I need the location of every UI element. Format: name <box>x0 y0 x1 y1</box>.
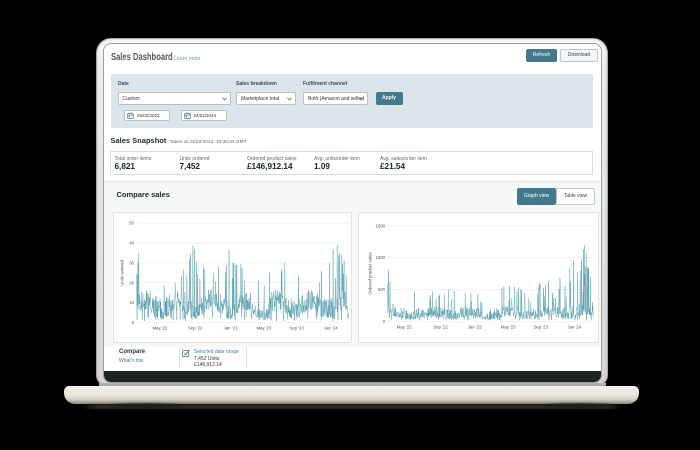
svg-text:Jan '23: Jan '23 <box>224 325 238 330</box>
svg-text:Sep '22: Sep '22 <box>188 325 203 330</box>
svg-text:50: 50 <box>129 220 134 225</box>
svg-text:0: 0 <box>132 320 135 325</box>
svg-text:Sep '23: Sep '23 <box>289 325 304 330</box>
svg-text:20: 20 <box>129 280 134 285</box>
svg-text:May '23: May '23 <box>256 325 272 330</box>
svg-text:May '22: May '22 <box>396 324 412 329</box>
svg-text:40: 40 <box>129 240 134 245</box>
svg-text:Sep '22: Sep '22 <box>433 324 448 329</box>
svg-text:1500: 1500 <box>375 223 385 228</box>
svg-text:Sep '23: Sep '23 <box>533 324 548 329</box>
svg-text:0: 0 <box>382 319 385 324</box>
svg-text:May '22: May '22 <box>152 325 168 330</box>
svg-text:Ordered product sales: Ordered product sales <box>367 252 372 295</box>
svg-text:30: 30 <box>129 260 134 265</box>
svg-text:May '23: May '23 <box>500 324 516 329</box>
svg-text:Jan '24: Jan '24 <box>324 325 338 330</box>
svg-text:Jan '24: Jan '24 <box>567 324 581 329</box>
svg-text:500: 500 <box>377 287 385 292</box>
svg-text:1000: 1000 <box>375 255 385 260</box>
svg-text:10: 10 <box>129 300 134 305</box>
svg-text:Jan '23: Jan '23 <box>467 324 481 329</box>
svg-text:Units ordered: Units ordered <box>120 259 125 285</box>
